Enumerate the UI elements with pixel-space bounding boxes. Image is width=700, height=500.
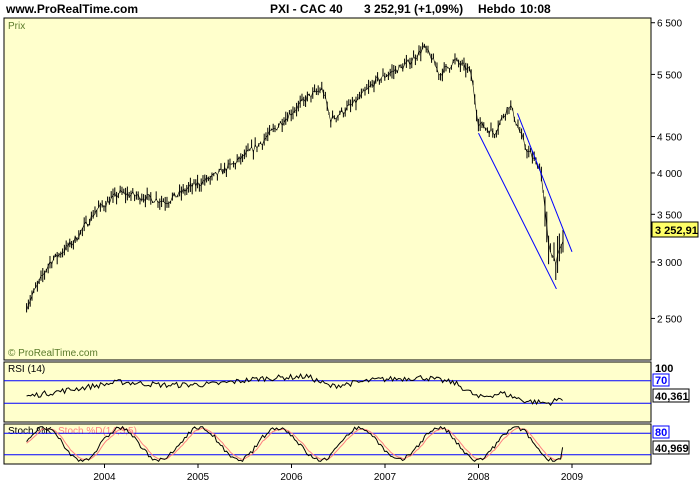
stoch-level-high-label: 80 [655,427,667,439]
price-last-value: 3 252,91 [655,225,698,237]
price-panel-label: Prix [8,21,25,32]
rsi-panel[interactable] [3,361,652,423]
period-label: Hebdo [478,2,516,16]
rsi-last-value: 40,361 [655,391,689,403]
stoch-panel[interactable] [3,423,652,465]
chart-header: www.ProRealTime.com PXI - CAC 40 3 252,9… [0,0,700,18]
instrument-name: PXI - CAC 40 [270,2,343,16]
stoch-last-tag [652,440,690,455]
price-y-tick-label: 4 500 [657,133,682,144]
watermark: © ProRealTime.com [8,348,98,359]
rsi-line [26,372,563,407]
x-tick-label: 2006 [280,472,303,483]
rsi-series [4,372,651,407]
x-tick-label: 2005 [187,472,210,483]
price-y-axis: 2 500 3 000 3 500 4 000 4 500 5 500 6 500 [651,19,682,325]
price-panel[interactable] [3,17,652,361]
stoch-d-line [26,427,564,461]
price-y-tick-label: 2 500 [657,314,682,325]
price-y-tick-label: 3 000 [657,258,682,269]
site-name[interactable]: www.ProRealTime.com [6,2,139,16]
price-y-tick-label: 6 500 [657,19,682,30]
x-tick-label: 2007 [374,472,397,483]
rsi-panel-label: RSI (14) [8,364,45,375]
rsi-level-high-label: 70 [655,375,667,387]
rsi-top-label: 100 [655,363,673,375]
trend-line [516,113,573,253]
x-axis: 2004 2005 2006 2007 2008 2009 [93,464,584,483]
x-tick-label: 2004 [93,472,116,483]
last-price: 3 252,91 (+1,09%) [364,2,464,16]
stoch-panel-label-k: Stoch %K [8,426,52,437]
price-y-tick-label: 5 500 [657,70,682,81]
rsi-last-tag [652,388,690,403]
x-tick-label: 2008 [467,472,490,483]
x-tick-label: 2009 [561,472,584,483]
stoch-last-value: 40,969 [655,443,689,455]
stoch-series [4,425,651,463]
stoch-k-line [26,425,564,463]
stoch-level-box [652,425,670,439]
trend-line [478,132,557,290]
stoch-panel-label-d: Stoch %D(14,3,5) [58,426,137,437]
price-last-tag [651,221,699,238]
price-series [26,42,564,313]
price-line [26,44,564,311]
rsi-level-box [652,373,670,387]
trend-lines [478,113,573,290]
clock-time: 10:08 [520,2,551,16]
price-y-tick-label: 4 000 [657,169,682,180]
price-y-tick-label: 3 500 [657,210,682,221]
